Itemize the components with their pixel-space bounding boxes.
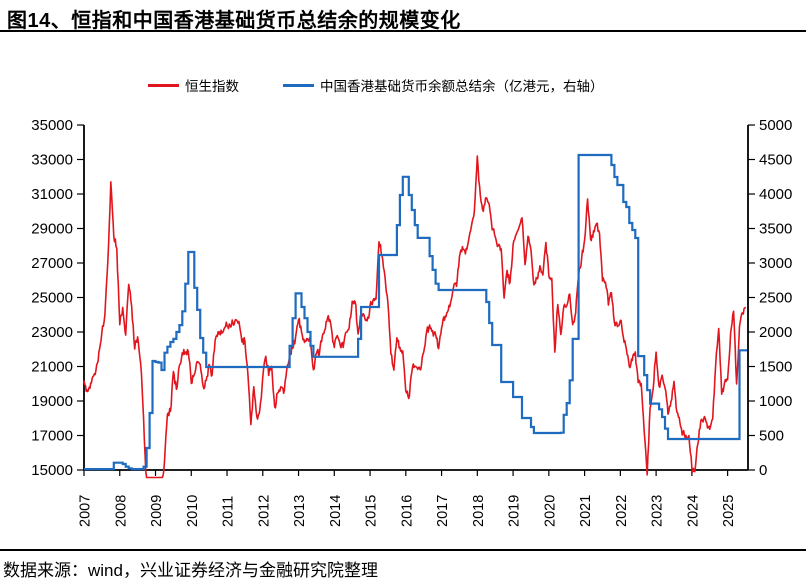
y-axis-left: 15000 17000 19000 21000 23000 25000 27000 29000… [31,117,84,479]
tick-label: 33000 [31,152,73,169]
tick-label: 2007 [78,495,94,527]
tick-label: 2014 [328,495,344,527]
tick-label: 2000 [759,324,792,341]
tick-label: 17000 [31,428,73,445]
tick-label: 1500 [759,359,792,376]
tick-label: 2016 [399,495,415,527]
bottom-rule [0,549,806,551]
tick-label: 2015 [364,495,380,527]
tick-label: 27000 [31,255,73,272]
tick-label: 29000 [31,221,73,238]
hsi-line [83,155,747,479]
y-axis-right: 0 500 1000 1500 2000 2500 3000 3500 4000 4500 5000 [748,117,792,479]
tick-label: 2010 [185,495,201,527]
hsi-line-swatch [148,83,179,87]
x-axis: 2007 2008 2009 2010 2011 2012 2013 2014 2015 2016… [78,470,737,527]
tick-label: 2019 [507,495,523,527]
tick-label: 19000 [31,393,73,410]
tick-label: 2009 [149,495,165,527]
axes [83,125,749,471]
tick-label: 15000 [31,462,73,479]
tick-label: 3500 [759,221,792,238]
tick-label: 23000 [31,324,73,341]
tick-label: 2023 [650,495,666,527]
base-money-legend-label: 中国香港基础货币余额总结余（亿港元，右轴） [320,79,604,94]
tick-label: 2022 [614,495,630,527]
tick-label: 25000 [31,290,73,307]
tick-label: 2008 [113,495,129,527]
figure-title: 图14、恒指和中国香港基础货币总结余的规模变化 [7,10,461,32]
tick-label: 21000 [31,359,73,376]
data-source-note: 数据来源：wind，兴业证券经济与金融研究院整理 [3,561,378,580]
tick-label: 5000 [759,117,792,134]
tick-label: 2018 [471,495,487,527]
tick-label: 2013 [292,495,308,527]
legend-item-hsi: 恒生指数 [148,77,239,94]
tick-label: 500 [759,428,784,445]
legend-item-base-money: 中国香港基础货币余额总结余（亿港元，右轴） [283,77,604,94]
tick-label: 2024 [685,495,701,527]
tick-label: 2021 [578,495,594,527]
hsi-legend-label: 恒生指数 [185,79,239,94]
tick-label: 31000 [31,186,73,203]
title-rule [0,30,806,32]
base-money-line [84,153,747,471]
tick-label: 2020 [542,495,558,527]
tick-label: 1000 [759,393,792,410]
tick-label: 2025 [721,495,737,527]
tick-label: 2500 [759,290,792,307]
tick-label: 4500 [759,152,792,169]
tick-label: 2017 [435,495,451,527]
tick-label: 3000 [759,255,792,272]
tick-label: 2011 [221,496,237,527]
tick-label: 35000 [31,117,73,134]
tick-label: 2012 [256,495,272,527]
tick-label: 0 [759,462,767,479]
base-money-line-swatch [283,83,314,87]
tick-label: 4000 [759,186,792,203]
